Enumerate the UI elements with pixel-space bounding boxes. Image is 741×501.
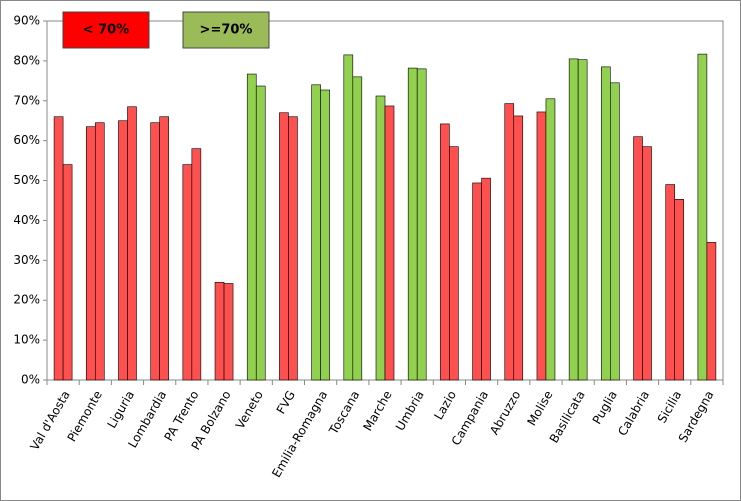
bar: [182, 164, 193, 381]
bar: [191, 148, 202, 381]
bar: [481, 177, 491, 381]
bar: [118, 120, 128, 381]
bar: [697, 53, 708, 381]
bar: [545, 98, 556, 381]
bar: [85, 126, 96, 381]
y-tick-label: 0%: [21, 373, 40, 387]
bar: [449, 146, 459, 381]
bar: [633, 136, 643, 381]
bar: [642, 146, 652, 381]
y-tick-label: 20%: [13, 293, 40, 307]
y-tick-label: 70%: [13, 93, 40, 107]
bar: [343, 54, 354, 381]
legend-label: >=70%: [200, 23, 253, 38]
bar: [352, 76, 363, 381]
bar: [577, 59, 588, 381]
bar: [407, 67, 418, 381]
bar: [214, 281, 225, 381]
bar: [375, 95, 386, 381]
bar: [384, 105, 395, 381]
bar: [665, 184, 676, 381]
y-tick-label: 10%: [13, 333, 40, 347]
y-tick-label: 80%: [13, 53, 40, 67]
bar: [320, 89, 330, 381]
bar: [536, 111, 547, 381]
bar: [416, 68, 427, 381]
bar: [568, 58, 579, 381]
y-tick-label: 50%: [13, 173, 40, 187]
legend-swatch: [62, 11, 150, 49]
bar: [62, 164, 73, 381]
bar: [94, 122, 105, 381]
bar: [472, 182, 482, 381]
bar: [159, 116, 169, 381]
bar: [440, 123, 450, 381]
bar: [311, 84, 321, 381]
bar: [246, 73, 257, 381]
bar: [127, 106, 137, 381]
bar: [223, 283, 234, 381]
y-tick-label: 30%: [13, 253, 40, 267]
bar: [255, 85, 266, 381]
bar: [706, 242, 717, 381]
y-tick-label: 60%: [13, 133, 40, 147]
y-tick-label: 90%: [13, 14, 40, 28]
bar: [610, 82, 620, 381]
legend-swatch: [182, 11, 270, 49]
bar: [504, 103, 515, 381]
legend-label: < 70%: [83, 23, 130, 38]
bar: [53, 116, 64, 381]
bar: [279, 112, 289, 381]
y-tick-label: 40%: [13, 213, 40, 227]
bar: [674, 199, 685, 381]
bar: [513, 115, 524, 381]
bar: [288, 116, 298, 381]
bar: [601, 66, 611, 381]
bar: [150, 122, 160, 381]
